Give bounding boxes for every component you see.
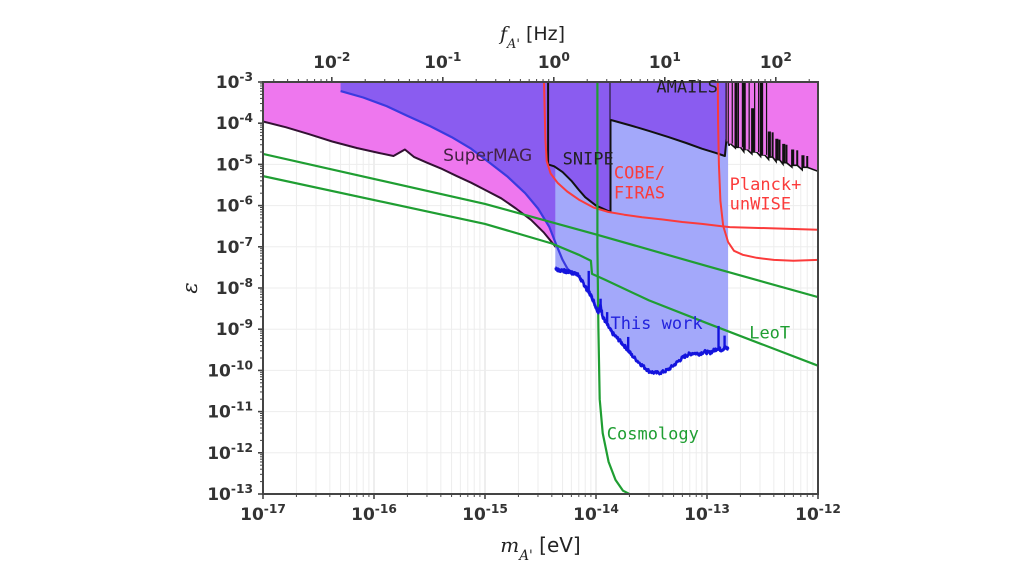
curve-cosmology [596, 82, 631, 494]
annotation-cosmology: Cosmology [607, 425, 699, 445]
annotation-snipe: SNIPE [563, 149, 614, 169]
y-tick-label-7: 10-10 [207, 358, 253, 381]
curve-this-work [554, 266, 730, 376]
x-tick-label-3: 10-14 [573, 502, 619, 525]
top-axis-title-text: fA' [Hz] [498, 23, 565, 52]
y-tick-label-0: 10-3 [216, 70, 253, 93]
region-amails-highfreq [727, 82, 818, 173]
annotation-planck-unwise-line1: Planck+ [730, 175, 802, 195]
x-tick-label-4: 10-13 [684, 502, 730, 525]
x-tick-label-1: 10-16 [351, 502, 397, 525]
y-axis-title-text: ε [178, 282, 202, 293]
region-snipe-fill [548, 82, 611, 212]
top-x-tick-label-3: 101 [649, 50, 681, 73]
region-snipe-edge [547, 82, 612, 213]
grid-lines [263, 82, 818, 494]
y-tick-label-8: 10-11 [207, 400, 253, 423]
y-axis-title: ε [178, 282, 202, 293]
axis-ticks: 10-17 10-16 10-15 10-14 10-13 10-12 10-3 10-4 10… [207, 50, 841, 525]
y-tick-label-9: 10-12 [207, 441, 253, 464]
top-x-tick-label-0: 10-2 [313, 50, 350, 73]
curve-leot-second [263, 175, 818, 367]
region-purple-envelope-fill [340, 82, 575, 275]
y-tick-label-10: 10-13 [207, 482, 253, 505]
region-amails-edge [610, 118, 728, 157]
top-x-tick-label-2: 100 [538, 50, 570, 73]
y-tick-label-5: 10-8 [216, 276, 253, 299]
top-x-tick-label-1: 10-1 [424, 50, 461, 73]
x-tick-label-5: 10-12 [795, 502, 841, 525]
region-amails-fill [610, 82, 727, 156]
region-supermag-edge [263, 120, 580, 272]
top-axis-title: fA' [Hz] [498, 23, 565, 52]
x-axis-title: mA' [eV] [500, 533, 580, 564]
blue-envelope-edge [340, 90, 576, 276]
annotation-leot: LeoT [749, 323, 790, 343]
data-layer [263, 82, 818, 494]
annotation-amails: AMAILS [656, 77, 717, 97]
annotation-supermag: SuperMAG [443, 146, 532, 166]
annotation-cobe-firas-line2: FIRAS [614, 183, 665, 203]
x-tick-label-0: 10-17 [240, 502, 286, 525]
annotation-planck-unwise-line2: unWISE [730, 195, 791, 215]
y-tick-label-2: 10-5 [216, 152, 253, 175]
y-tick-label-6: 10-9 [216, 317, 253, 340]
plot-annotations: SuperMAG SNIPE AMAILS COBE/FIRAS Planck+unWI… [443, 77, 801, 444]
annotation-this-work: This work [610, 314, 702, 334]
y-tick-label-3: 10-6 [216, 194, 253, 217]
y-tick-label-1: 10-4 [216, 111, 253, 134]
annotation-cobe-firas-line1: COBE/ [614, 163, 665, 183]
y-tick-label-4: 10-7 [216, 235, 253, 258]
x-tick-label-2: 10-15 [462, 502, 508, 525]
x-axis-title-text: mA' [eV] [500, 533, 580, 564]
top-x-tick-label-4: 102 [760, 50, 792, 73]
curve-planck-unwise [716, 82, 818, 262]
curve-cobe-firas [543, 82, 818, 231]
curve-leot [263, 152, 818, 299]
